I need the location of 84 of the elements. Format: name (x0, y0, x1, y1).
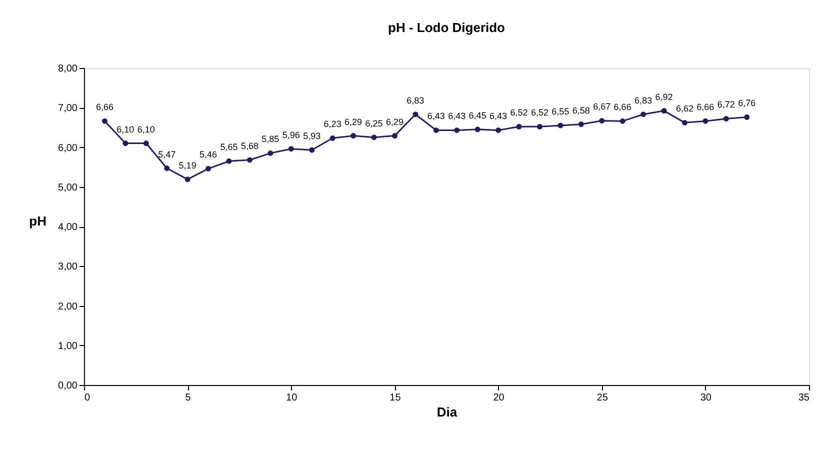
point (474, 126, 480, 132)
data-label: 5,65 (220, 142, 238, 152)
data-label: 5,68 (240, 140, 258, 151)
point (268, 150, 274, 156)
point (102, 118, 108, 124)
chart-title: pH - Lodo Digerido (388, 20, 506, 35)
data-label: 6,43 (427, 111, 445, 122)
y-tick-label: 8,00 (58, 64, 78, 74)
point (682, 120, 688, 126)
data-label: 6,67 (593, 102, 611, 112)
y-tick-label: 4,00 (58, 222, 78, 233)
x-tick-label: 0 (84, 392, 90, 404)
data-label: 6,43 (490, 111, 508, 122)
y-tick-label: 7,00 (58, 103, 78, 114)
point (412, 112, 418, 118)
point (496, 127, 502, 133)
y-tick-label: 2,00 (58, 301, 78, 312)
data-label: 6,29 (344, 116, 362, 127)
point (392, 133, 398, 138)
data-label: 6,29 (386, 116, 404, 127)
data-label: 6,10 (116, 124, 134, 134)
point (454, 127, 460, 133)
data-label: 5,85 (262, 134, 280, 144)
data-label: 6,45 (468, 110, 486, 120)
point (599, 118, 605, 124)
point (702, 118, 708, 124)
point (578, 122, 584, 127)
point (330, 135, 336, 141)
data-label: 6,43 (448, 111, 466, 122)
point (516, 124, 522, 130)
point (640, 112, 646, 118)
data-label: 5,96 (282, 130, 300, 140)
data-label: 6,52 (510, 108, 528, 118)
data-label: 6,58 (572, 105, 590, 116)
point (723, 116, 729, 122)
point (164, 166, 170, 171)
data-label: 6,92 (655, 92, 673, 102)
data-label: 6,76 (738, 98, 756, 108)
point (288, 146, 294, 152)
y-axis-title: pH (29, 214, 46, 228)
point (184, 176, 190, 182)
point (558, 122, 564, 128)
y-tick-label: 3,00 (58, 262, 78, 273)
data-label: 6,83 (406, 95, 424, 106)
point (744, 114, 750, 120)
point (433, 127, 439, 133)
data-label: 5,46 (200, 150, 218, 160)
y-tick-label: 1,00 (58, 340, 78, 352)
data-label: 6,52 (530, 108, 548, 118)
x-tick-label: 5 (185, 392, 192, 404)
point (620, 118, 626, 124)
data-label: 6,66 (614, 102, 632, 112)
data-label: 5,19 (178, 160, 196, 170)
point (246, 157, 252, 163)
y-tick-label: 5,00 (58, 182, 78, 194)
data-label: 6,66 (96, 102, 114, 112)
x-tick-label: 20 (493, 392, 505, 404)
point (122, 140, 128, 146)
point (206, 166, 212, 172)
point (226, 158, 232, 164)
x-tick-label: 10 (286, 392, 298, 404)
data-label: 6,55 (552, 106, 570, 116)
data-label: 6,66 (696, 102, 714, 112)
point (350, 133, 356, 138)
data-label: 6,72 (717, 100, 735, 110)
x-tick-label: 35 (798, 392, 810, 404)
point (143, 140, 149, 146)
point (309, 147, 315, 153)
x-tick-label: 25 (596, 392, 608, 404)
y-tick-label: 6,00 (58, 142, 78, 154)
x-tick-label: 30 (700, 392, 712, 404)
x-axis-title: Dia (436, 404, 458, 420)
y-tick-label: 0,00 (58, 380, 78, 392)
data-label: 6,62 (676, 104, 694, 114)
data-label: 5,93 (303, 131, 321, 142)
data-label: 6,23 (324, 119, 342, 130)
x-tick-label: 15 (390, 392, 402, 404)
data-label: 6,83 (634, 95, 652, 106)
data-label: 6,25 (365, 118, 383, 128)
point (661, 108, 667, 114)
point (536, 124, 542, 130)
data-label: 6,10 (137, 124, 155, 134)
point (371, 134, 377, 140)
data-label: 5,47 (158, 149, 176, 160)
